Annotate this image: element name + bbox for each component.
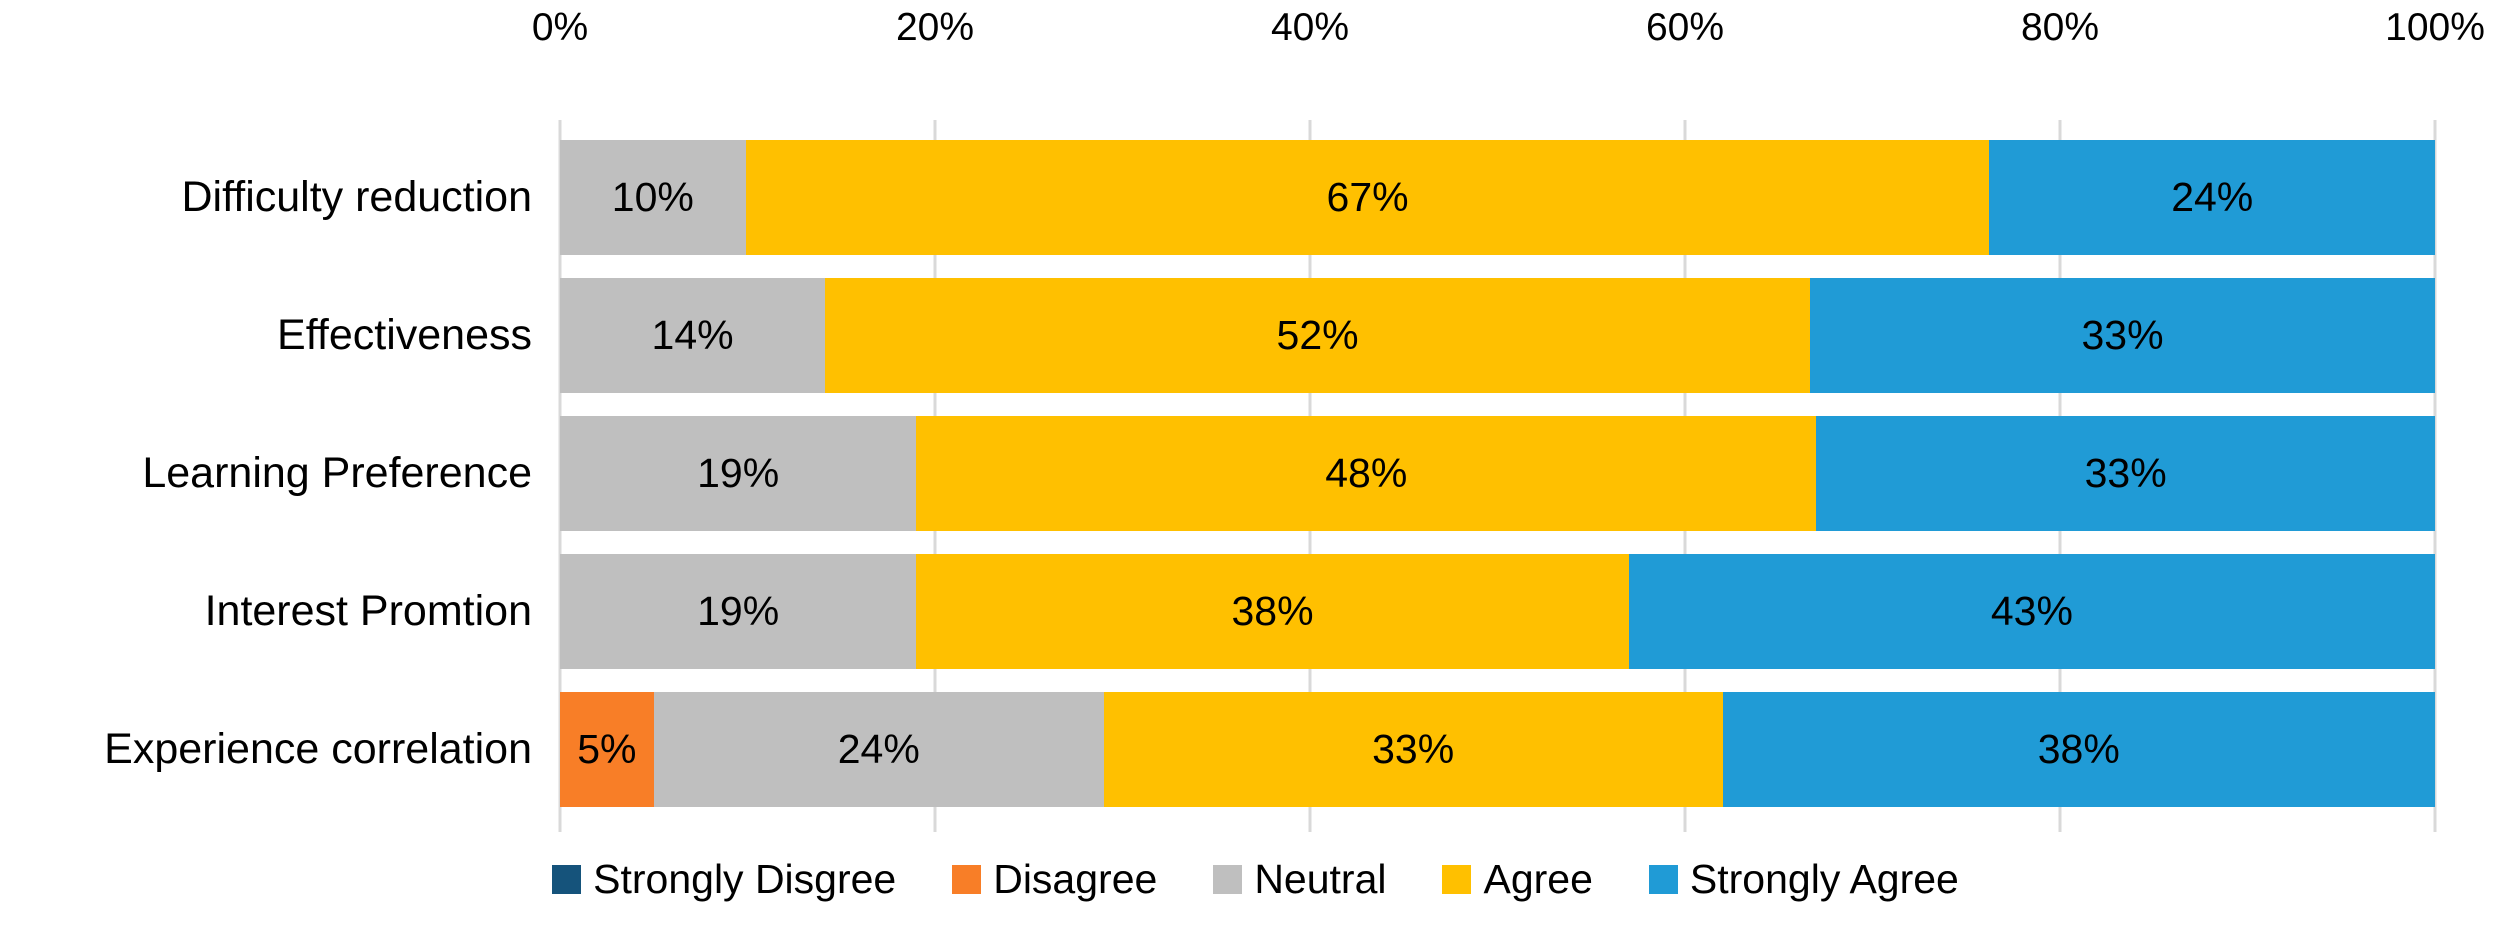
segment-label: 10%: [611, 174, 694, 220]
axis-tick-label: 80%: [2020, 6, 2100, 49]
legend: Strongly Disgree Disagree Neutral Agree Stro…: [0, 856, 2511, 903]
segment-label: 5%: [577, 726, 637, 772]
segment-label: 48%: [1325, 450, 1408, 496]
category-label: Effectiveness: [277, 311, 532, 359]
segment-label: 24%: [2171, 174, 2254, 220]
segment-label: 38%: [2037, 726, 2120, 772]
bar-segment-neutral: 19%: [560, 416, 917, 531]
legend-label: Disagree: [993, 856, 1158, 902]
segment-label: 52%: [1276, 312, 1359, 358]
segment-label: 19%: [697, 450, 780, 496]
segment-label: 38%: [1231, 588, 1314, 634]
category-label: Difficulty reduction: [181, 173, 532, 221]
bar-segment-agree: 48%: [916, 416, 1817, 531]
axis-tick-label: 100%: [2385, 6, 2485, 49]
category-label: Interest Promtion: [204, 587, 532, 635]
axis-tick-label: 60%: [1645, 6, 1725, 49]
segment-label: 33%: [1372, 726, 1455, 772]
x-axis: 0% 20% 40% 60% 80% 100%: [532, 6, 2485, 62]
segment-label: 33%: [2081, 312, 2164, 358]
bar-segment-strongly-agree: 33%: [1810, 278, 2435, 393]
axis-tick-label: 40%: [1270, 6, 1350, 49]
segment-label: 24%: [837, 726, 920, 772]
category-axis: Difficulty reduction Effectiveness Learnin…: [0, 120, 532, 832]
bar-segment-disagree: 5%: [560, 692, 654, 807]
category-label: Experience correlation: [104, 725, 532, 773]
segment-label: 14%: [651, 312, 734, 358]
bar-segment-neutral: 19%: [560, 554, 917, 669]
bar-segment-strongly-agree: 38%: [1722, 692, 2435, 807]
legend-label: Strongly Agree: [1689, 856, 1959, 902]
bar-segment-agree: 33%: [1103, 692, 1723, 807]
legend-label: Agree: [1483, 856, 1593, 902]
bar-row: 10% 67% 24%: [560, 140, 2435, 255]
segment-label: 19%: [697, 588, 780, 634]
axis-tick-label: 20%: [895, 6, 975, 49]
legend-item-strongly-disgree: Strongly Disgree: [552, 856, 896, 903]
bar-segment-strongly-agree: 43%: [1628, 554, 2435, 669]
bar-row: 14% 52% 33%: [560, 278, 2435, 393]
bar-segment-agree: 52%: [825, 278, 1810, 393]
bar-segment-neutral: 24%: [653, 692, 1104, 807]
bar-segment-strongly-agree: 33%: [1816, 416, 2435, 531]
bar-row: 19% 48% 33%: [560, 416, 2435, 531]
bar-row: 19% 38% 43%: [560, 554, 2435, 669]
bar-segment-neutral: 10%: [560, 140, 746, 255]
bar-segment-agree: 38%: [916, 554, 1629, 669]
legend-item-strongly-agree: Strongly Agree: [1648, 856, 1959, 903]
legend-item-agree: Agree: [1442, 856, 1593, 903]
gridline: [2433, 120, 2437, 832]
plot-area: 10% 67% 24% 14% 52% 33% 19% 48% 33% 19% 38% 43% 5% 24…: [558, 120, 2437, 832]
segment-label: 43%: [1990, 588, 2073, 634]
legend-label: Neutral: [1254, 856, 1387, 902]
segment-label: 33%: [2084, 450, 2167, 496]
bar-segment-agree: 67%: [745, 140, 1990, 255]
axis-tick-label: 0%: [531, 6, 589, 49]
legend-swatch: [1648, 865, 1678, 894]
legend-item-disagree: Disagree: [952, 856, 1157, 903]
bar-segment-neutral: 14%: [560, 278, 826, 393]
legend-item-neutral: Neutral: [1213, 856, 1386, 903]
legend-swatch: [1442, 865, 1472, 894]
segment-label: 67%: [1326, 174, 1409, 220]
bar-segment-strongly-agree: 24%: [1989, 140, 2435, 255]
legend-label: Strongly Disgree: [593, 856, 897, 902]
bar-row: 5% 24% 33% 38%: [560, 692, 2435, 807]
legend-swatch: [952, 865, 982, 894]
legend-swatch: [552, 865, 582, 894]
category-label: Learning Preference: [142, 449, 532, 497]
legend-swatch: [1213, 865, 1243, 894]
